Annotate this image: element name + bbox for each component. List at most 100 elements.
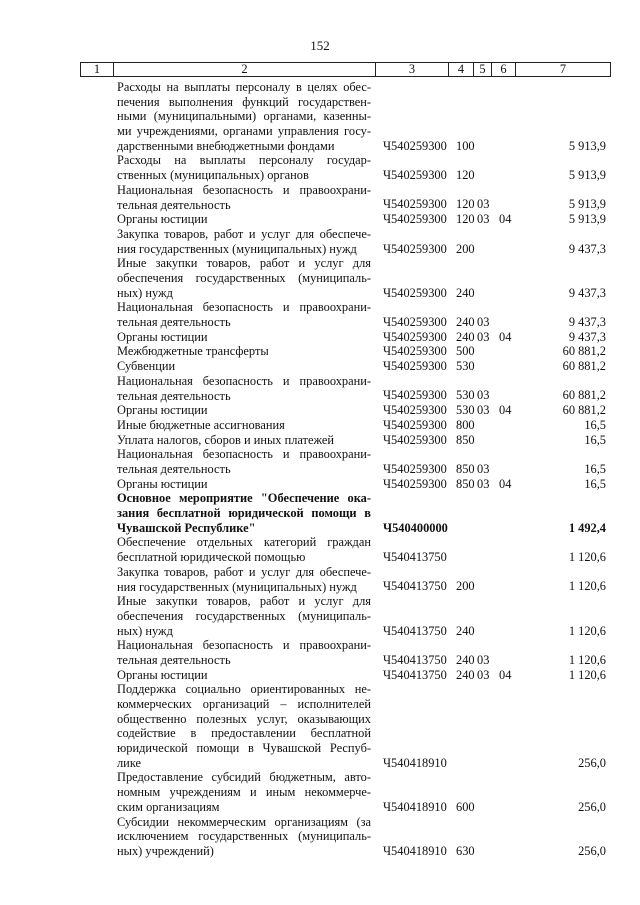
description-line: Иные закупки товаров, работ и услуг для — [117, 594, 371, 609]
row-description: Иные закупки товаров, работ и услуг для о… — [113, 594, 375, 638]
amount: 1 120,6 — [568, 579, 606, 594]
section-code — [473, 565, 491, 594]
description-line: Субсидии некоммерческим организациям (за — [117, 814, 371, 829]
col-1-cell — [80, 491, 113, 535]
expense-type-code: 120 — [456, 168, 475, 183]
target-article-code: Ч540413750 — [383, 652, 447, 667]
description-line: Национальная безопасность и правоохрани- — [117, 638, 371, 653]
expense-type-code: 850 — [456, 476, 475, 491]
subsection-code — [491, 433, 515, 448]
table-row: Субсидии некоммерческим организациям (за… — [80, 815, 610, 859]
expense-type-code: 200 — [456, 241, 475, 256]
table-row: Органы юстиции Ч540259300 530 03 04 60 881,2 — [80, 403, 610, 418]
col-1-cell — [80, 815, 113, 859]
target-article-code: Ч540259300 — [383, 432, 447, 447]
target-article-code: Ч540413750 — [383, 579, 447, 594]
subsection-code — [491, 491, 515, 535]
expense-type-code: 200 — [456, 579, 475, 594]
table-row: Уплата налогов, сборов и иных платежей Ч5… — [80, 433, 610, 448]
row-description: Органы юстиции — [113, 668, 375, 683]
col-1-cell — [80, 668, 113, 683]
description-line: Органы юстиции — [117, 212, 208, 227]
header-row: 1 2 3 4 5 6 7 — [80, 62, 611, 77]
section-code — [473, 682, 491, 770]
description-line: ния государственных (муниципальных) нужд — [117, 241, 357, 256]
description-line: Иные закупки товаров, работ и услуг для — [117, 256, 371, 271]
expense-type-code: 240 — [456, 652, 475, 667]
section-code: 03 — [477, 329, 490, 344]
row-description: Субвенции — [113, 359, 375, 374]
col-1-cell — [80, 256, 113, 300]
target-article-code: Ч540259300 — [383, 344, 447, 359]
target-article-code: Ч540259300 — [383, 388, 447, 403]
col-1-cell — [80, 300, 113, 329]
description-line: лике — [117, 755, 142, 770]
table-row: Органы юстиции Ч540259300 850 03 04 16,5 — [80, 477, 610, 492]
table-row: Расходы на выплаты персоналу государ-ств… — [80, 153, 610, 182]
row-description: Национальная безопасность и правоохрани-… — [113, 183, 375, 212]
section-code — [473, 80, 491, 153]
amount: 9 437,3 — [568, 315, 606, 329]
subsection-code — [491, 594, 515, 638]
row-description: Органы юстиции — [113, 403, 375, 418]
header-col-1: 1 — [80, 62, 114, 77]
budget-table: Расходы на выплаты персоналу в целях обе… — [80, 80, 610, 859]
col-1-cell — [80, 447, 113, 476]
expense-type-code: 240 — [456, 285, 475, 300]
target-article-code: Ч540259300 — [383, 138, 447, 153]
target-article-code: Ч540259300 — [383, 168, 447, 183]
section-code — [473, 770, 491, 814]
expense-type-code: 530 — [456, 359, 475, 374]
section-code: 03 — [477, 652, 490, 667]
target-article-code: Ч540259300 — [383, 329, 447, 344]
amount: 60 881,2 — [562, 388, 606, 403]
subsection-code: 04 — [499, 329, 512, 344]
description-line: тельная деятельность — [117, 197, 231, 212]
expense-type-code: 530 — [456, 403, 475, 418]
col-1-cell — [80, 770, 113, 814]
col-1-cell — [80, 594, 113, 638]
row-description: Органы юстиции — [113, 212, 375, 227]
target-article-code: Ч540259300 — [383, 403, 447, 418]
header-col-3: 3 — [375, 62, 449, 77]
expense-type-code: 100 — [456, 138, 475, 153]
header-col-4: 4 — [448, 62, 474, 77]
section-code: 03 — [477, 476, 490, 491]
table-row: Иные бюджетные ассигнования Ч540259300 800… — [80, 418, 610, 433]
table-row: Основное мероприятие "Обеспечение ока-за… — [80, 491, 610, 535]
target-article-code: Ч540418910 — [383, 799, 447, 814]
subsection-code — [491, 815, 515, 859]
expense-type-code: 120 — [456, 197, 475, 212]
expense-type-code: 240 — [456, 315, 475, 329]
subsection-code — [491, 770, 515, 814]
section-code — [473, 815, 491, 859]
col-1-cell — [80, 477, 113, 492]
table-row: Закупка товаров, работ и услуг для обесп… — [80, 227, 610, 256]
amount: 5 913,9 — [568, 138, 606, 153]
col-1-cell — [80, 153, 113, 182]
expense-type-code: 240 — [456, 667, 475, 682]
description-line: ми учреждениями, органами управления гос… — [117, 124, 371, 139]
subsection-code: 04 — [499, 403, 512, 418]
description-line: Закупка товаров, работ и услуг для обесп… — [117, 226, 371, 241]
description-line: Поддержка социально ориентированных не- — [117, 682, 371, 697]
subsection-code — [491, 183, 515, 212]
section-code: 03 — [477, 403, 490, 418]
target-article-code: Ч540259300 — [383, 476, 447, 491]
description-line: печения выполнения функций государствен- — [117, 94, 371, 109]
row-description: Закупка товаров, работ и услуг для обесп… — [113, 227, 375, 256]
amount: 5 913,9 — [568, 212, 606, 227]
col-1-cell — [80, 80, 113, 153]
target-article-code: Ч540259300 — [383, 241, 447, 256]
description-line: Основное мероприятие "Обеспечение ока- — [117, 491, 371, 506]
description-line: ными (муниципальными) органами, казенны- — [117, 109, 371, 124]
section-code — [473, 153, 491, 182]
row-description: Органы юстиции — [113, 477, 375, 492]
section-code — [473, 535, 491, 564]
amount: 1 492,4 — [568, 520, 606, 535]
amount: 1 120,6 — [568, 623, 606, 638]
col-1-cell — [80, 565, 113, 594]
row-description: Национальная безопасность и правоохрани-… — [113, 300, 375, 329]
description-line: обеспечения государственных (муниципаль- — [117, 608, 371, 623]
col-1-cell — [80, 227, 113, 256]
